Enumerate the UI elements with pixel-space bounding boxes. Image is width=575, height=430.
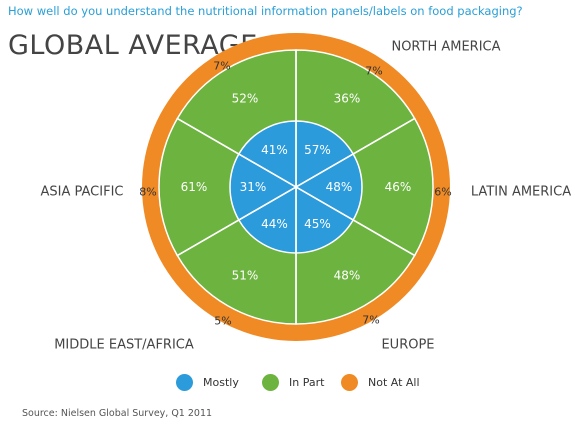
in-part-value-north-america: 36% xyxy=(334,92,361,106)
not-at-all-value-europe: 7% xyxy=(362,314,379,327)
mostly-value-global-average: 41% xyxy=(261,143,288,157)
legend-swatch-in-part xyxy=(262,374,279,391)
chart-legend: Mostly In Part Not At All xyxy=(0,374,575,394)
mostly-value-europe: 45% xyxy=(304,217,331,231)
not-at-all-value-asia-pacific: 8% xyxy=(139,186,156,199)
not-at-all-value-north-america: 7% xyxy=(365,65,382,78)
mostly-wedge-asia-pacific xyxy=(229,152,298,222)
region-label-latin-america: LATIN AMERICA xyxy=(471,185,571,200)
mostly-wedge-global-average xyxy=(237,120,297,189)
legend-label-not-at-all: Not At All xyxy=(368,376,420,389)
legend-label-mostly: Mostly xyxy=(203,376,239,389)
mostly-wedge-latin-america xyxy=(294,152,363,222)
region-label-asia-pacific: ASIA PACIFIC xyxy=(41,185,124,200)
region-label-middle-east-africa: MIDDLE EAST/AFRICA xyxy=(54,338,194,353)
mostly-value-north-america: 57% xyxy=(304,143,331,157)
wedge-separator xyxy=(176,186,297,257)
wedge-separator xyxy=(176,117,297,188)
in-part-value-asia-pacific: 61% xyxy=(181,180,208,194)
mostly-wedge-europe xyxy=(295,185,355,254)
region-label-europe: EUROPE xyxy=(381,338,434,353)
chart-question: How well do you understand the nutrition… xyxy=(8,4,523,18)
legend-swatch-not-at-all xyxy=(341,374,358,391)
legend-label-in-part: In Part xyxy=(289,376,325,389)
mostly-wedge-middle-east-africa xyxy=(237,185,297,254)
in-part-wedge-asia-pacific xyxy=(158,117,298,257)
in-part-value-global-average: 52% xyxy=(232,92,259,106)
legend-swatch-mostly xyxy=(176,374,193,391)
mostly-value-asia-pacific: 31% xyxy=(240,180,267,194)
wedge-separator xyxy=(295,186,416,257)
in-part-value-europe: 48% xyxy=(334,268,361,282)
wedge-separator xyxy=(295,117,416,188)
legend-item-mostly[interactable]: Mostly xyxy=(176,374,239,391)
mostly-wedge-north-america xyxy=(295,120,355,189)
in-part-value-latin-america: 46% xyxy=(385,180,412,194)
mostly-value-latin-america: 48% xyxy=(326,180,353,194)
in-part-wedge-latin-america xyxy=(294,117,434,257)
in-part-value-middle-east-africa: 51% xyxy=(232,268,259,282)
mostly-value-middle-east-africa: 44% xyxy=(261,217,288,231)
legend-item-not-at-all[interactable]: Not At All xyxy=(341,374,420,391)
source-note: Source: Nielsen Global Survey, Q1 2011 xyxy=(22,408,213,419)
legend-item-in-part[interactable]: In Part xyxy=(262,374,324,391)
region-label-north-america: NORTH AMERICA xyxy=(391,40,500,55)
not-at-all-value-global-average: 7% xyxy=(213,60,230,73)
not-at-all-value-middle-east-africa: 5% xyxy=(214,315,231,328)
not-at-all-value-latin-america: 6% xyxy=(434,186,451,199)
